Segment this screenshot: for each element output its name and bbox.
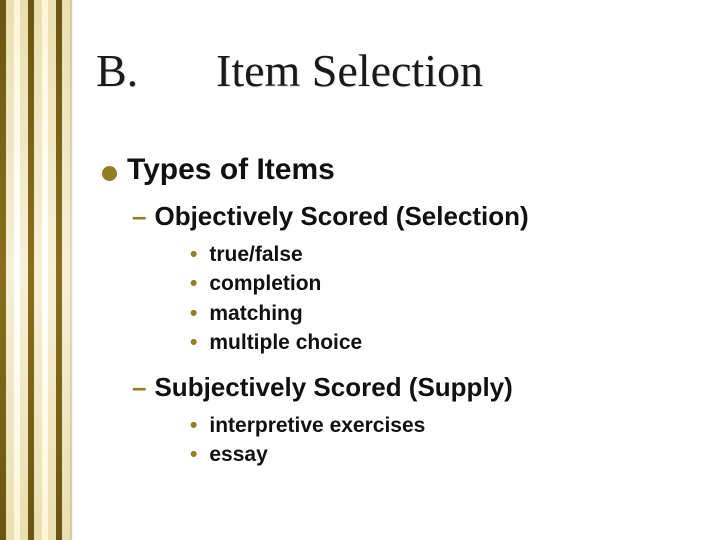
dash-bullet-icon: – (132, 372, 146, 402)
title-letter: B. (96, 44, 216, 97)
dot-bullet-icon: • (190, 443, 197, 466)
level3-item: • multiple choice (190, 328, 680, 357)
level1-item: Types of Items (102, 153, 680, 187)
level2-item: –Objectively Scored (Selection) (132, 201, 680, 232)
level3-label: true/false (209, 243, 302, 266)
level3-item: • interpretive exercises (190, 411, 680, 440)
title-text: Item Selection (216, 44, 483, 97)
disc-bullet-icon (102, 166, 117, 181)
slide-title: B. Item Selection (96, 44, 680, 97)
level3-label: completion (209, 272, 321, 295)
level3-group: • true/false • completion • matching • multi… (190, 240, 680, 358)
level3-label: multiple choice (209, 331, 362, 354)
dot-bullet-icon: • (190, 331, 197, 354)
level3-item: • matching (190, 299, 680, 328)
slide-content: B. Item Selection Types of Items –Object… (96, 44, 680, 483)
decorative-ribbon (0, 0, 72, 540)
dot-bullet-icon: • (190, 414, 197, 437)
level2-label: Subjectively Scored (Supply) (154, 372, 512, 402)
level3-item: • essay (190, 440, 680, 469)
level3-label: essay (209, 443, 267, 466)
level3-group: • interpretive exercises • essay (190, 411, 680, 470)
dot-bullet-icon: • (190, 302, 197, 325)
level3-label: matching (209, 302, 302, 325)
level2-label: Objectively Scored (Selection) (154, 201, 528, 231)
level3-label: interpretive exercises (209, 414, 425, 437)
level3-item: • true/false (190, 240, 680, 269)
level3-item: • completion (190, 269, 680, 298)
level1-label: Types of Items (127, 153, 335, 187)
dot-bullet-icon: • (190, 243, 197, 266)
level2-item: –Subjectively Scored (Supply) (132, 372, 680, 403)
dot-bullet-icon: • (190, 272, 197, 295)
dash-bullet-icon: – (132, 201, 146, 231)
